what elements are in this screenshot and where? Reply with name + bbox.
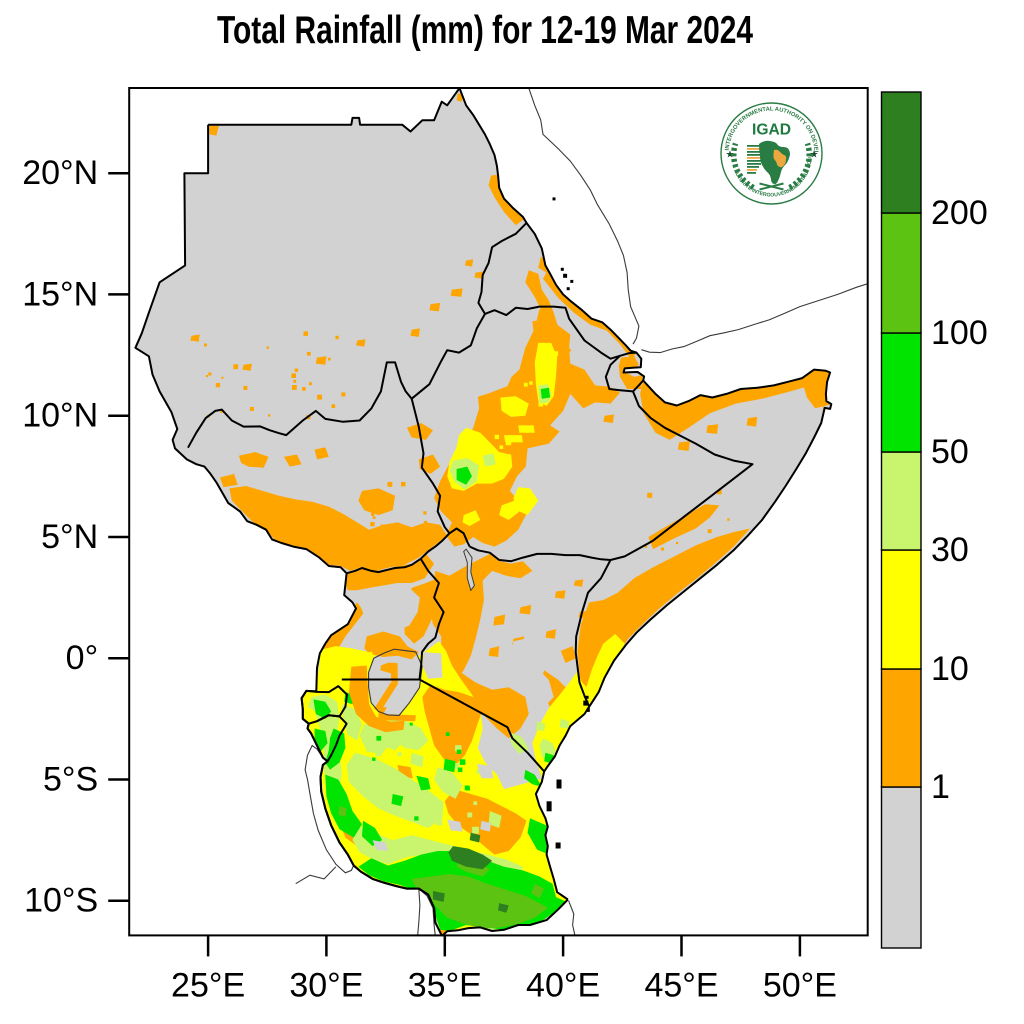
svg-text:15°N: 15°N <box>22 275 98 313</box>
svg-text:200: 200 <box>931 194 988 232</box>
svg-text:★: ★ <box>726 150 735 161</box>
svg-text:IGAD: IGAD <box>752 122 791 139</box>
svg-text:1: 1 <box>931 768 950 806</box>
svg-text:35°E: 35°E <box>408 966 482 1004</box>
svg-text:50: 50 <box>931 433 969 471</box>
svg-text:10: 10 <box>931 650 969 688</box>
svg-text:30: 30 <box>931 531 969 569</box>
svg-text:Total Rainfall (mm) for 12-19: Total Rainfall (mm) for 12-19 Mar 2024 <box>217 9 753 52</box>
svg-text:0°: 0° <box>66 639 99 677</box>
svg-text:30°E: 30°E <box>289 966 363 1004</box>
svg-text:5°N: 5°N <box>41 518 98 556</box>
svg-text:★: ★ <box>810 150 819 161</box>
svg-text:5°S: 5°S <box>43 761 98 799</box>
svg-text:10°S: 10°S <box>24 882 98 920</box>
svg-text:50°E: 50°E <box>763 966 837 1004</box>
svg-text:100: 100 <box>931 314 988 352</box>
svg-text:20°N: 20°N <box>22 154 98 192</box>
svg-text:40°E: 40°E <box>526 966 600 1004</box>
svg-text:10°N: 10°N <box>22 397 98 435</box>
svg-text:45°E: 45°E <box>644 966 718 1004</box>
svg-text:25°E: 25°E <box>171 966 245 1004</box>
